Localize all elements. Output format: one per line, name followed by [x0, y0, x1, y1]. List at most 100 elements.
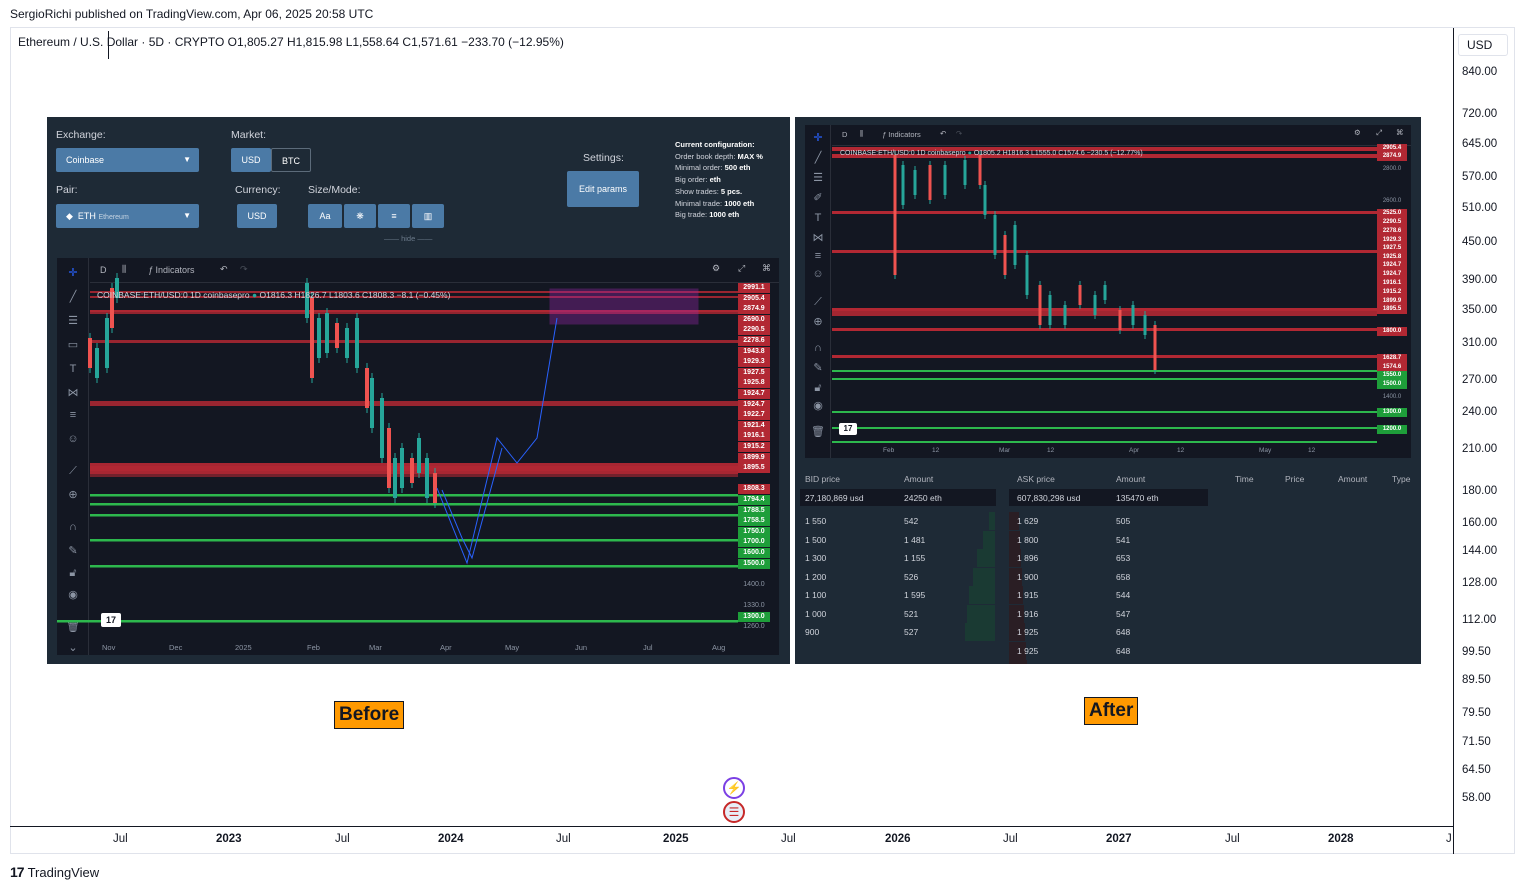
text-icon[interactable]: T [69, 363, 77, 375]
candle-body [400, 448, 404, 488]
fib-icon[interactable]: ☰ [68, 315, 78, 327]
lock-icon[interactable]: 🔓︎ [814, 382, 822, 394]
ask-amount: 547 [1116, 608, 1131, 619]
settings-gear-icon[interactable]: ⚙ [712, 263, 721, 273]
trash-icon[interactable]: 🗑︎ [811, 426, 825, 438]
magnet-icon[interactable]: ∩ [814, 342, 822, 354]
price-level-tag: 1574.6 [1377, 363, 1407, 372]
price-level-tag: 1922.7 [738, 410, 770, 421]
fib-icon[interactable]: ☰ [813, 172, 823, 184]
lock-drawing-icon[interactable]: ✎ [813, 362, 823, 374]
trash-icon[interactable]: 🗑︎ [66, 621, 80, 633]
before-chart[interactable]: ✛ ╱ ☰ ▭ T ⋈ ≡ ☺ ⟋ ⊕ ∩ ✎ 🔓︎ ◉ 🗑︎ ⌄ D ⫼ ƒ … [57, 258, 779, 655]
pattern-icon[interactable]: ⋈ [812, 232, 824, 244]
chart-symbol: COINBASE:ETH/USD:0 1D coinbasepro [97, 290, 250, 300]
x-axis-label: Mar [999, 447, 1011, 454]
settings-gear-icon[interactable]: ⚙ [1354, 128, 1361, 137]
crosshair-icon[interactable]: ✛ [813, 132, 823, 144]
flag-icon[interactable]: ☰ [723, 801, 745, 823]
after-chart[interactable]: ✛ ╱ ☰ ✐ T ⋈ ≡ ☺ ⟋ ⊕ ∩ ✎ 🔓︎ ◉ 🗑︎ D ⫼ ƒ In… [805, 125, 1411, 458]
size-mode-text-button[interactable]: Aa [308, 204, 342, 228]
forecast-icon[interactable]: ≡ [69, 409, 77, 421]
price-tick: 450.00 [1462, 236, 1498, 248]
ruler-icon[interactable]: ⟋ [814, 296, 822, 308]
trendline-icon[interactable]: ╱ [69, 291, 77, 303]
emoji-icon[interactable]: ☺ [67, 433, 79, 445]
undo-icon[interactable]: ↶ [940, 129, 947, 138]
camera-icon[interactable]: ⌘ [762, 263, 771, 273]
hide-toggle[interactable]: —— hide —— [384, 234, 433, 243]
camera-icon[interactable]: ⌘ [1396, 128, 1404, 137]
price-level-tag: 2278.6 [1377, 227, 1407, 236]
size-mode-align-button[interactable]: ≡ [378, 204, 410, 228]
crosshair-cursor [108, 31, 109, 59]
publish-info: SergioRichi published on TradingView.com… [10, 7, 374, 21]
text-icon[interactable]: T [814, 212, 822, 224]
pair-value: ETH [77, 211, 96, 221]
indicators-button[interactable]: ƒ Indicators [882, 130, 921, 139]
interval-button[interactable]: D [842, 130, 848, 139]
candles-icon[interactable]: ⫼ [860, 129, 864, 138]
exchange-label: Exchange: [56, 129, 106, 141]
support-level [832, 370, 1377, 372]
bid-price: 1 000 [805, 608, 827, 619]
price-axis[interactable] [1453, 28, 1515, 854]
zoom-icon[interactable]: ⊕ [813, 316, 823, 328]
ask-amount: 653 [1116, 553, 1131, 563]
price-tick: 112.00 [1462, 614, 1497, 626]
price-tick: 144.00 [1462, 545, 1498, 557]
indicators-button[interactable]: ƒ Indicators [148, 265, 195, 275]
price-level-tag: 1800.0 [1377, 327, 1407, 336]
pattern-icon[interactable]: ⋈ [67, 387, 79, 399]
candle-body [393, 458, 397, 498]
bid-amount-header: Amount [904, 474, 934, 484]
redo-icon[interactable]: ↷ [240, 264, 248, 274]
bid-price: 1 200 [805, 571, 827, 582]
edit-params-button[interactable]: Edit params [567, 171, 639, 207]
brush-icon[interactable]: ✐ [813, 192, 823, 204]
fullscreen-icon[interactable]: ⤢ [738, 263, 746, 273]
target-zone [549, 288, 699, 325]
candle-body [115, 278, 119, 298]
redo-icon[interactable]: ↷ [956, 129, 963, 138]
ask-total-row [1009, 489, 1208, 506]
crosshair-icon[interactable]: ✛ [68, 267, 78, 279]
bid-price: 1 550 [805, 516, 827, 526]
lock-icon[interactable]: 🔓︎ [69, 567, 77, 579]
chart-ohlc: O1805.2 H1816.3 L1555.0 C1574.6 −230.5 (… [973, 150, 1143, 157]
boost-icon[interactable]: ⚡ [723, 777, 745, 799]
eye-icon[interactable]: ◉ [68, 589, 78, 601]
size-mode-chart-button[interactable]: ▥ [412, 204, 444, 228]
undo-icon[interactable]: ↶ [220, 264, 228, 274]
market-usd-button[interactable]: USD [231, 148, 271, 172]
emoji-icon[interactable]: ☺ [812, 268, 824, 280]
eye-icon[interactable]: ◉ [813, 400, 823, 412]
fullscreen-icon[interactable]: ⤢ [1376, 128, 1382, 137]
lock-drawing-icon[interactable]: ✎ [68, 545, 78, 557]
candle-body [901, 165, 905, 205]
x-axis-label: 12 [1308, 447, 1316, 454]
price-level-tag: 1628.7 [1377, 354, 1407, 363]
bid-amount: 1 481 [904, 534, 926, 545]
exchange-dropdown[interactable]: Coinbase ▼ [56, 148, 199, 172]
pair-dropdown[interactable]: ◆ ETH Ethereum ▼ [56, 204, 199, 228]
zoom-icon[interactable]: ⊕ [68, 489, 78, 501]
ask-price: 1 916 [1017, 608, 1039, 619]
size-mode-cluster-button[interactable]: ❋ [344, 204, 376, 228]
magnet-icon[interactable]: ∩ [69, 521, 77, 533]
rectangle-icon[interactable]: ▭ [67, 339, 79, 351]
price-level-tag: 2905.4 [738, 293, 770, 304]
footer-brand[interactable]: 17 TradingView [10, 864, 99, 880]
market-btc-button[interactable]: BTC [271, 148, 311, 172]
chevron-down-icon[interactable]: ⌄ [68, 642, 78, 654]
forecast-icon[interactable]: ≡ [814, 250, 822, 262]
currency-selector[interactable]: USD [1458, 34, 1508, 56]
candle-body [1063, 305, 1067, 325]
ruler-icon[interactable]: ⟋ [69, 465, 77, 477]
candle-body [310, 298, 314, 378]
candles-icon[interactable]: ⫼ [122, 264, 127, 274]
candle-body [433, 473, 437, 503]
currency-usd-button[interactable]: USD [237, 204, 277, 228]
interval-button[interactable]: D [100, 265, 107, 275]
trendline-icon[interactable]: ╱ [814, 152, 822, 164]
